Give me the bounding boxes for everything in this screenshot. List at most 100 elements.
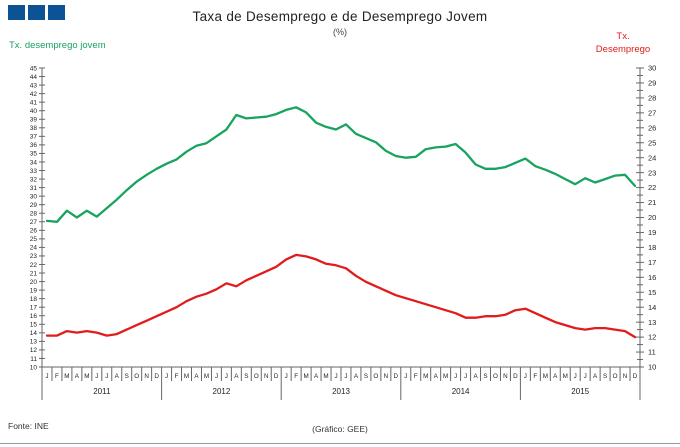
left-axis-tick-label: 39 <box>30 117 38 124</box>
month-label: J <box>334 373 337 380</box>
right-axis-title: Tx. Desemprego <box>578 30 668 56</box>
month-label: S <box>483 373 487 380</box>
year-label: 2013 <box>332 387 350 396</box>
right-axis-tick-label: 30 <box>648 64 656 73</box>
left-axis-tick-label: 15 <box>30 322 38 329</box>
left-axis-tick-label: 24 <box>30 245 38 252</box>
left-axis-tick-label: 43 <box>30 82 38 89</box>
left-axis-tick-label: 32 <box>30 176 38 183</box>
month-label: A <box>473 373 478 380</box>
month-label: F <box>533 373 537 380</box>
month-label: S <box>244 373 248 380</box>
unemployment-line <box>45 253 637 339</box>
right-axis-tick-label: 12 <box>648 333 656 342</box>
left-axis-tick-label: 11 <box>30 356 37 363</box>
chart-title: Taxa de Desemprego e de Desemprego Jovem <box>192 9 488 24</box>
month-label: M <box>64 373 69 380</box>
month-label: N <box>623 373 628 380</box>
month-label: S <box>603 373 607 380</box>
right-axis-tick-label: 15 <box>648 288 656 297</box>
right-axis-tick-label: 17 <box>648 258 656 267</box>
month-label: A <box>354 373 359 380</box>
right-axis-tick-label: 24 <box>648 153 656 162</box>
month-label: J <box>344 373 347 380</box>
right-axis-tick-label: 23 <box>648 168 656 177</box>
month-label: N <box>144 373 149 380</box>
month-label: F <box>55 373 59 380</box>
left-axis-tick-label: 23 <box>30 253 38 260</box>
month-label: J <box>165 373 168 380</box>
left-axis-tick-label: 10 <box>30 364 38 371</box>
month-label: A <box>553 373 558 380</box>
month-label: S <box>125 373 129 380</box>
month-label: J <box>574 373 577 380</box>
right-axis-tick-label: 14 <box>648 303 656 312</box>
month-label: J <box>464 373 467 380</box>
source-note: Fonte: INE <box>8 421 49 431</box>
right-axis-tick-label: 19 <box>648 228 656 237</box>
month-label: A <box>593 373 598 380</box>
month-label: F <box>414 373 418 380</box>
right-axis-tick-label: 20 <box>648 213 656 222</box>
month-label: D <box>394 373 399 380</box>
left-axis-tick-label: 34 <box>30 159 38 166</box>
logo-square-1 <box>8 5 25 20</box>
month-label: D <box>154 373 159 380</box>
month-label: M <box>443 373 448 380</box>
right-axis-tick-label: 27 <box>648 108 656 117</box>
bottom-divider <box>0 443 680 444</box>
logo-square-2 <box>28 5 45 20</box>
left-axis-tick-label: 33 <box>30 168 38 175</box>
month-label: N <box>503 373 508 380</box>
left-axis-tick-label: 20 <box>30 279 38 286</box>
left-axis-tick-label: 36 <box>30 142 38 149</box>
right-axis-tick-label: 29 <box>648 79 656 88</box>
month-label: J <box>404 373 407 380</box>
month-label: J <box>45 373 48 380</box>
month-label: M <box>423 373 428 380</box>
left-axis-tick-label: 27 <box>30 219 38 226</box>
month-label: J <box>95 373 98 380</box>
year-label: 2012 <box>213 387 231 396</box>
month-label: F <box>294 373 298 380</box>
month-label: O <box>373 373 378 380</box>
left-axis-tick-label: 19 <box>30 287 38 294</box>
month-label: A <box>115 373 120 380</box>
left-axis-tick-label: 12 <box>30 347 38 354</box>
left-axis-tick-label: 18 <box>30 296 38 303</box>
left-axis-tick-label: 13 <box>30 339 38 346</box>
right-axis-tick-label: 10 <box>648 363 656 372</box>
month-label: F <box>175 373 179 380</box>
right-axis-tick-label: 11 <box>648 348 656 357</box>
month-label: M <box>184 373 189 380</box>
youth-unemployment-line <box>45 106 637 223</box>
month-label: A <box>234 373 239 380</box>
left-axis-tick-label: 30 <box>30 193 38 200</box>
left-axis-title: Tx. desemprego jovem <box>9 40 106 51</box>
right-axis-tick-label: 21 <box>648 198 656 207</box>
year-label: 2011 <box>93 387 111 396</box>
month-label: A <box>434 373 439 380</box>
month-label: J <box>285 373 288 380</box>
right-axis-tick-label: 26 <box>648 123 656 132</box>
month-label: O <box>613 373 618 380</box>
month-label: M <box>543 373 548 380</box>
month-label: M <box>563 373 568 380</box>
logo-square-3 <box>48 5 65 20</box>
month-label: J <box>215 373 218 380</box>
month-label: A <box>314 373 319 380</box>
month-label: M <box>204 373 209 380</box>
right-axis-tick-label: 16 <box>648 273 656 282</box>
left-axis-tick-label: 45 <box>30 65 38 72</box>
left-axis-tick-label: 21 <box>30 270 38 277</box>
left-axis-tick-label: 31 <box>30 185 38 192</box>
month-label: J <box>524 373 527 380</box>
left-axis-tick-label: 42 <box>30 91 38 98</box>
left-axis-tick-label: 25 <box>30 236 38 243</box>
month-label: O <box>134 373 139 380</box>
year-label: 2015 <box>571 387 589 396</box>
month-label: J <box>584 373 587 380</box>
left-axis-tick-label: 44 <box>30 74 38 81</box>
